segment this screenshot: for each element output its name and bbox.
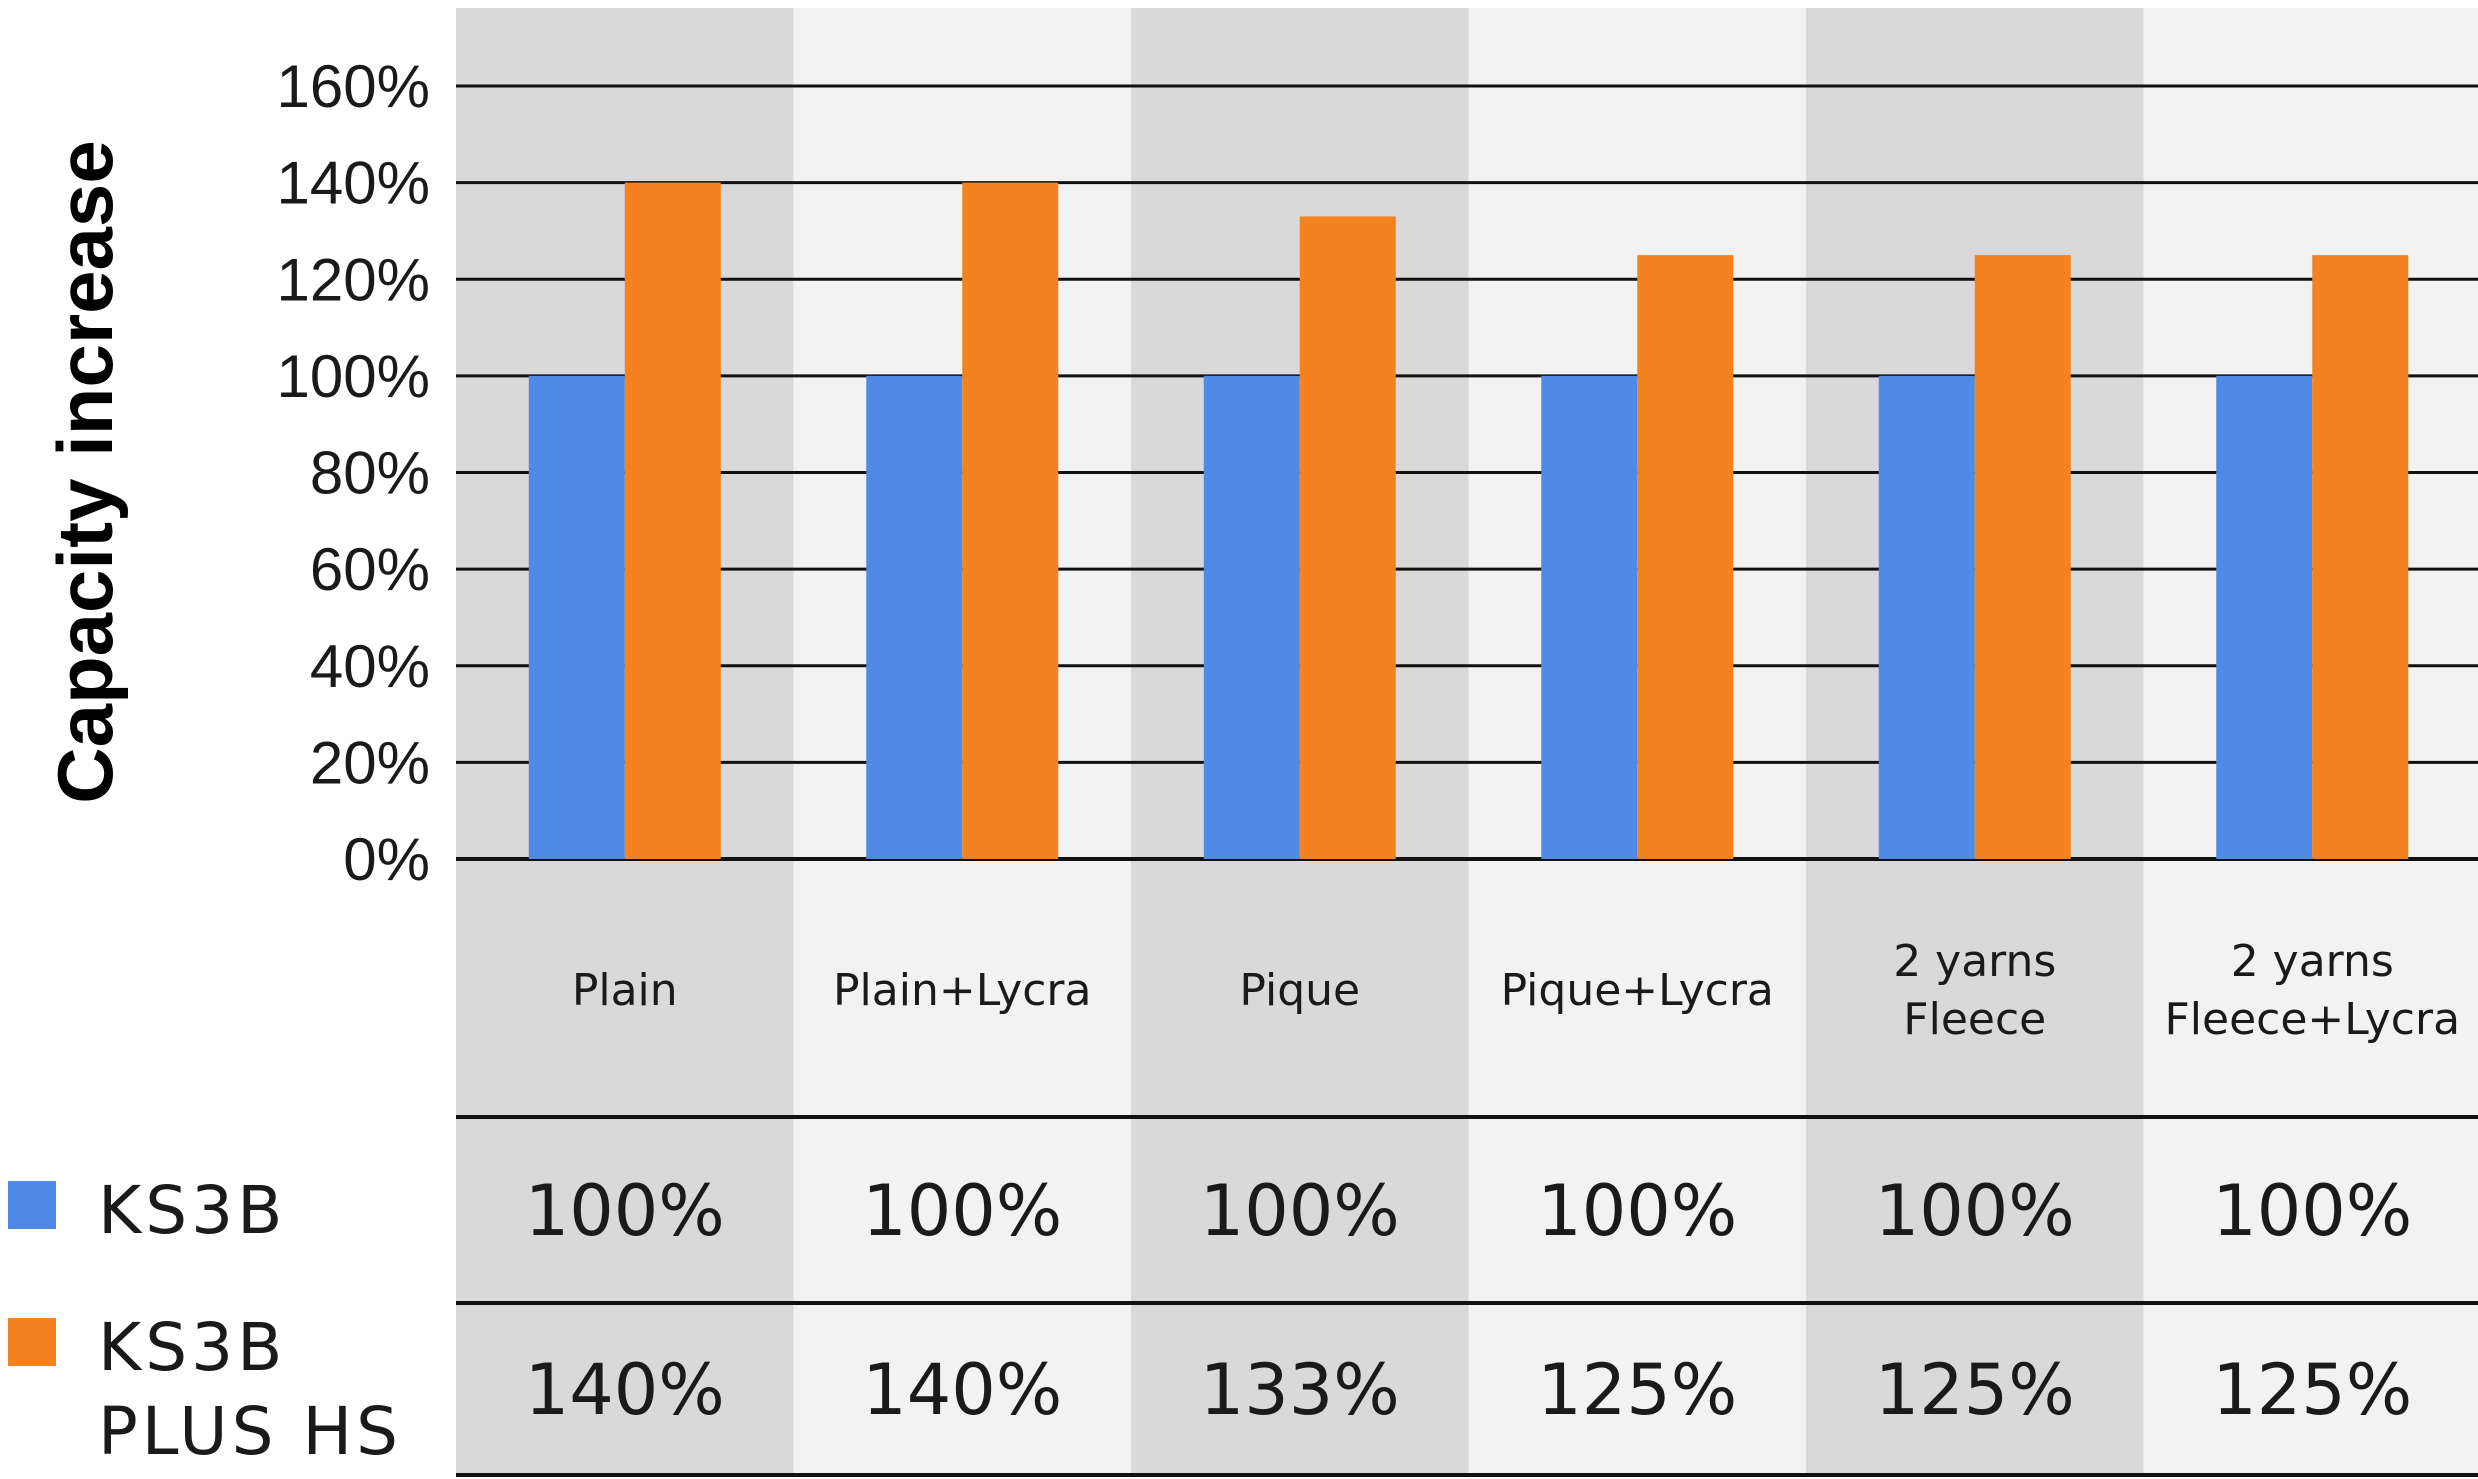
table-cell: 140% <box>525 1349 725 1431</box>
y-tick-label: 160% <box>277 53 430 120</box>
y-tick-label: 60% <box>310 536 430 603</box>
bar <box>962 182 1059 859</box>
table-cell: 100% <box>1537 1170 1737 1252</box>
table-cell: 100% <box>1875 1170 2075 1252</box>
legend-label: KS3B <box>98 1172 286 1249</box>
bar <box>2216 375 2313 859</box>
category-label: 2 yarns <box>1893 936 2056 987</box>
bar <box>1541 375 1638 859</box>
category-label: Fleece+Lycra <box>2164 994 2460 1045</box>
bar <box>866 375 963 859</box>
category-label: Fleece <box>1903 994 2046 1045</box>
table-cell: 133% <box>1200 1349 1400 1431</box>
y-tick-label: 120% <box>277 246 430 313</box>
table-cell: 100% <box>862 1170 1062 1252</box>
table-cell: 125% <box>2212 1349 2412 1431</box>
y-tick-label: 40% <box>310 633 430 700</box>
table-cell: 100% <box>1200 1170 1400 1252</box>
table-cell: 100% <box>2212 1170 2412 1252</box>
y-tick-label: 20% <box>310 729 430 796</box>
y-tick-label: 140% <box>277 150 430 217</box>
table-cell: 140% <box>862 1349 1062 1431</box>
legend-label: PLUS HS <box>98 1393 402 1470</box>
y-axis-label: Capacity increase <box>41 140 129 803</box>
bar <box>1637 255 1734 859</box>
category-label: Plain+Lycra <box>833 965 1091 1016</box>
legend-label: KS3B <box>98 1309 286 1386</box>
category-label: 2 yarns <box>2231 936 2394 987</box>
legend-swatch <box>8 1181 56 1229</box>
bar <box>624 182 721 859</box>
bar <box>528 375 625 859</box>
y-tick-label: 0% <box>343 826 430 893</box>
category-label: Pique <box>1239 965 1360 1016</box>
bar <box>1299 216 1396 860</box>
legend-swatch <box>8 1318 56 1366</box>
table-cell: 125% <box>1875 1349 2075 1431</box>
category-label: Pique+Lycra <box>1501 965 1774 1016</box>
category-label: Plain <box>572 965 678 1016</box>
y-tick-label: 100% <box>277 343 430 410</box>
bar <box>2312 255 2409 859</box>
y-tick-label: 80% <box>310 440 430 507</box>
table-cell: 125% <box>1537 1349 1737 1431</box>
bar <box>1878 375 1975 859</box>
bar <box>1203 375 1300 859</box>
bar <box>1974 255 2071 859</box>
table-cell: 100% <box>525 1170 725 1252</box>
